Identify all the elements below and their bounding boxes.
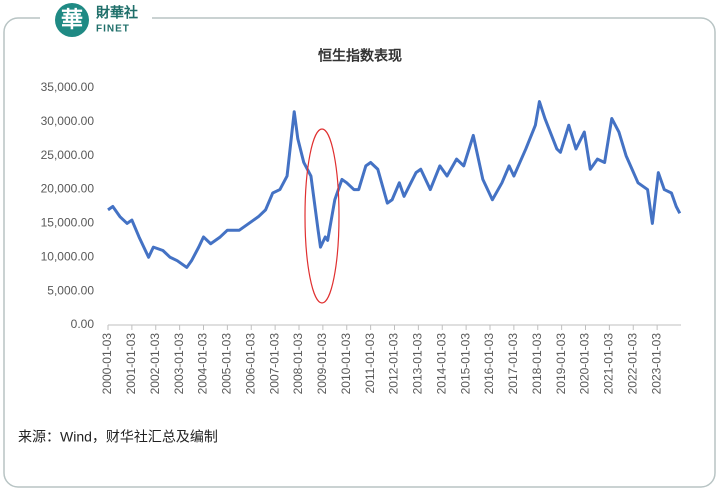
x-tick-label: 2015-01-03 — [458, 333, 472, 395]
x-tick-label: 2000-01-03 — [100, 333, 114, 395]
x-tick-label: 2007-01-03 — [267, 333, 281, 395]
y-tick-label: 20,000.00 — [41, 182, 95, 196]
y-tick-label: 15,000.00 — [41, 216, 95, 230]
x-tick-label: 2005-01-03 — [220, 333, 234, 395]
chart-title: 恒生指数表现 — [318, 48, 402, 64]
x-tick-label: 2016-01-03 — [482, 333, 496, 395]
logo-name: 財華社 — [95, 5, 138, 21]
x-tick-label: 2012-01-03 — [387, 333, 401, 395]
x-tick-label: 2020-01-03 — [578, 333, 592, 395]
y-tick-label: 25,000.00 — [41, 148, 95, 162]
y-tick-label: 0.00 — [71, 317, 95, 331]
x-tick-label: 2014-01-03 — [434, 333, 448, 395]
logo-sub: FINET — [96, 24, 130, 35]
logo-circle — [55, 3, 89, 37]
logo-mark: 華 — [61, 7, 83, 33]
x-tick-label: 2019-01-03 — [554, 333, 568, 395]
x-tick-label: 2013-01-03 — [411, 333, 425, 395]
x-tick-label: 2023-01-03 — [649, 333, 663, 395]
x-tick-label: 2022-01-03 — [625, 333, 639, 395]
x-tick-label: 2002-01-03 — [148, 333, 162, 395]
x-tick-label: 2008-01-03 — [291, 333, 305, 395]
x-tick-label: 2001-01-03 — [124, 333, 138, 395]
x-tick-label: 2004-01-03 — [196, 333, 210, 395]
y-tick-label: 30,000.00 — [41, 114, 95, 128]
source-note: 来源：Wind，财华社汇总及编制 — [18, 429, 218, 445]
x-tick-label: 2009-01-03 — [315, 333, 329, 395]
frame — [3, 17, 716, 488]
x-tick-label: 2017-01-03 — [506, 333, 520, 395]
x-tick-label: 2018-01-03 — [530, 333, 544, 395]
y-tick-label: 5,000.00 — [47, 283, 94, 297]
y-tick-label: 35,000.00 — [41, 80, 95, 94]
x-tick-label: 2011-01-03 — [363, 333, 377, 394]
x-tick-label: 2010-01-03 — [339, 333, 353, 395]
highlight-ellipse — [304, 128, 340, 304]
x-tick-label: 2003-01-03 — [172, 333, 186, 395]
y-tick-label: 10,000.00 — [41, 249, 95, 263]
x-tick-label: 2006-01-03 — [243, 333, 257, 395]
series-line — [107, 100, 682, 269]
x-tick-label: 2021-01-03 — [602, 333, 616, 395]
